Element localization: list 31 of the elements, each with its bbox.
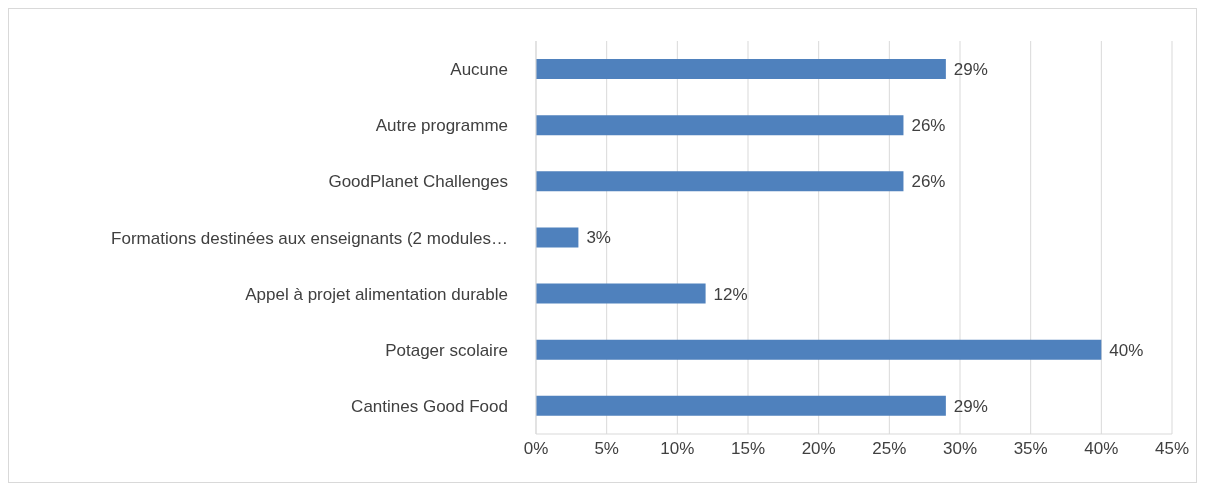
data-label: 26%: [911, 172, 946, 192]
data-label: 29%: [953, 396, 988, 416]
bar: [536, 395, 946, 416]
y-tick-label: Cantines Good Food: [351, 396, 508, 416]
x-tick-label: 30%: [942, 439, 978, 459]
x-tick-label: 40%: [1084, 439, 1119, 459]
x-tick-label: 10%: [660, 439, 695, 459]
bar: [536, 171, 904, 192]
y-tick-label: Formations destinées aux enseignants (2 modules…: [111, 228, 508, 248]
data-label: 26%: [911, 116, 946, 136]
y-tick-label: Autre programme: [375, 116, 508, 136]
y-tick-label: Potager scolaire: [385, 340, 508, 360]
x-tick-label: 25%: [872, 439, 907, 459]
x-tick-label: 45%: [1154, 439, 1190, 459]
x-tick-label: 20%: [801, 439, 836, 459]
data-label: 40%: [1109, 340, 1144, 360]
x-tick-label: 5%: [594, 439, 619, 459]
y-tick-label: GoodPlanet Challenges: [328, 172, 508, 192]
data-label: 29%: [953, 60, 988, 80]
bar: [536, 283, 706, 304]
y-tick-label: Aucune: [450, 60, 508, 80]
bar: [536, 227, 579, 248]
bar: [536, 339, 1102, 360]
bar: [536, 59, 946, 79]
x-tick-label: 35%: [1013, 439, 1048, 459]
x-tick-label: 15%: [730, 439, 766, 459]
data-label: 3%: [586, 228, 611, 248]
data-label: 12%: [713, 284, 748, 304]
x-tick-label: 0%: [523, 439, 549, 459]
y-tick-label: Appel à projet alimentation durable: [245, 284, 508, 304]
bar: [536, 115, 904, 136]
